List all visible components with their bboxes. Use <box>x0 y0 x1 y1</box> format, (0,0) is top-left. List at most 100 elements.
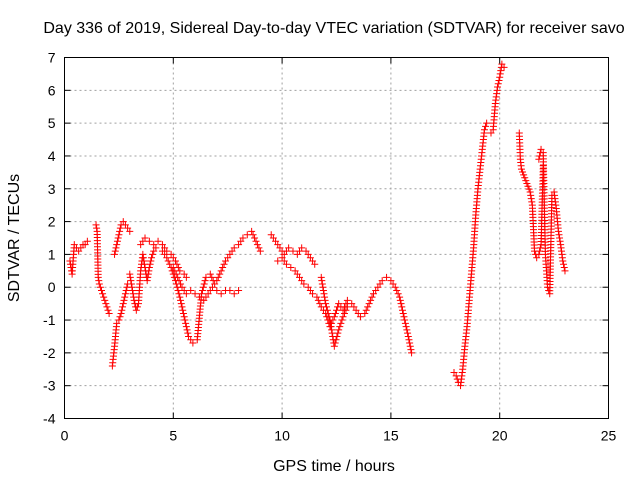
data-point <box>114 234 122 242</box>
data-point <box>287 264 295 272</box>
data-point <box>171 267 179 275</box>
data-point <box>235 287 243 295</box>
data-point <box>208 283 216 291</box>
data-point <box>172 270 180 278</box>
data-point <box>403 326 411 334</box>
y-tick-label: 0 <box>48 279 56 295</box>
data-point <box>480 126 488 134</box>
data-point <box>175 290 183 298</box>
data-point <box>180 313 188 321</box>
data-point <box>144 270 152 278</box>
data-point <box>331 309 339 317</box>
data-point <box>525 185 533 193</box>
data-point <box>102 300 110 308</box>
data-point <box>517 165 525 173</box>
data-point <box>483 119 491 127</box>
data-point <box>521 174 529 182</box>
data-point <box>367 296 375 304</box>
data-point <box>496 70 504 78</box>
data-point <box>97 287 105 295</box>
data-point <box>400 313 408 321</box>
data-point <box>289 247 297 255</box>
data-point <box>179 309 187 317</box>
data-point <box>519 168 527 176</box>
data-point <box>335 326 343 334</box>
data-point <box>139 254 147 262</box>
data-point <box>154 237 162 245</box>
data-point <box>495 76 503 84</box>
data-point <box>398 303 406 311</box>
data-point <box>396 296 404 304</box>
data-point <box>252 237 260 245</box>
data-point <box>494 83 502 91</box>
data-point <box>282 260 290 268</box>
data-point <box>129 290 137 298</box>
data-point <box>298 244 306 252</box>
data-point <box>317 273 325 281</box>
data-point <box>328 326 336 334</box>
data-point <box>251 234 259 242</box>
data-point <box>127 277 135 285</box>
data-point <box>182 273 190 281</box>
y-tick-label: 2 <box>48 214 56 230</box>
data-point <box>199 283 207 291</box>
data-point <box>179 306 187 314</box>
data-point <box>560 260 568 268</box>
data-point <box>405 336 413 344</box>
data-point <box>176 293 184 301</box>
data-point <box>559 257 567 265</box>
data-point <box>394 290 402 298</box>
y-tick-label: -1 <box>43 312 56 328</box>
data-point <box>560 264 568 272</box>
data-point <box>334 329 342 337</box>
data-point <box>216 270 224 278</box>
data-point <box>407 346 415 354</box>
data-point <box>249 231 257 239</box>
data-point <box>500 63 508 71</box>
data-point <box>126 227 134 235</box>
data-point <box>524 182 532 190</box>
data-point <box>322 303 330 311</box>
data-point <box>150 241 158 249</box>
data-point <box>126 270 134 278</box>
data-point <box>322 300 330 308</box>
data-point <box>104 306 112 314</box>
x-tick-label: 20 <box>492 428 508 444</box>
data-point <box>274 257 282 265</box>
data-series-b <box>92 221 113 317</box>
data-point <box>83 237 91 245</box>
data-point <box>343 296 351 304</box>
data-point <box>248 227 256 235</box>
data-point <box>132 306 140 314</box>
data-point <box>253 241 261 249</box>
data-point <box>111 250 119 258</box>
data-point <box>528 198 536 206</box>
data-point <box>239 234 247 242</box>
data-point <box>396 293 404 301</box>
data-point <box>555 231 563 239</box>
data-point <box>256 247 264 255</box>
data-point <box>148 254 156 262</box>
data-series-c <box>108 280 132 370</box>
data-point <box>173 260 181 268</box>
data-point <box>175 277 183 285</box>
x-tick-label: 5 <box>169 428 177 444</box>
data-point <box>230 290 238 298</box>
data-series-k <box>274 254 351 331</box>
data-point <box>327 319 335 327</box>
data-point <box>330 342 338 350</box>
y-tick-label: -4 <box>43 411 56 427</box>
data-series-d <box>111 218 134 258</box>
data-point <box>105 309 113 317</box>
data-point <box>95 280 103 288</box>
data-point <box>128 283 136 291</box>
data-point <box>121 293 129 301</box>
data-point <box>318 280 326 288</box>
data-point <box>323 306 331 314</box>
data-point <box>166 260 174 268</box>
data-point <box>324 309 332 317</box>
data-point <box>144 273 152 281</box>
y-axis-label: SDTVAR / TECUs <box>6 174 23 302</box>
data-point <box>361 309 369 317</box>
